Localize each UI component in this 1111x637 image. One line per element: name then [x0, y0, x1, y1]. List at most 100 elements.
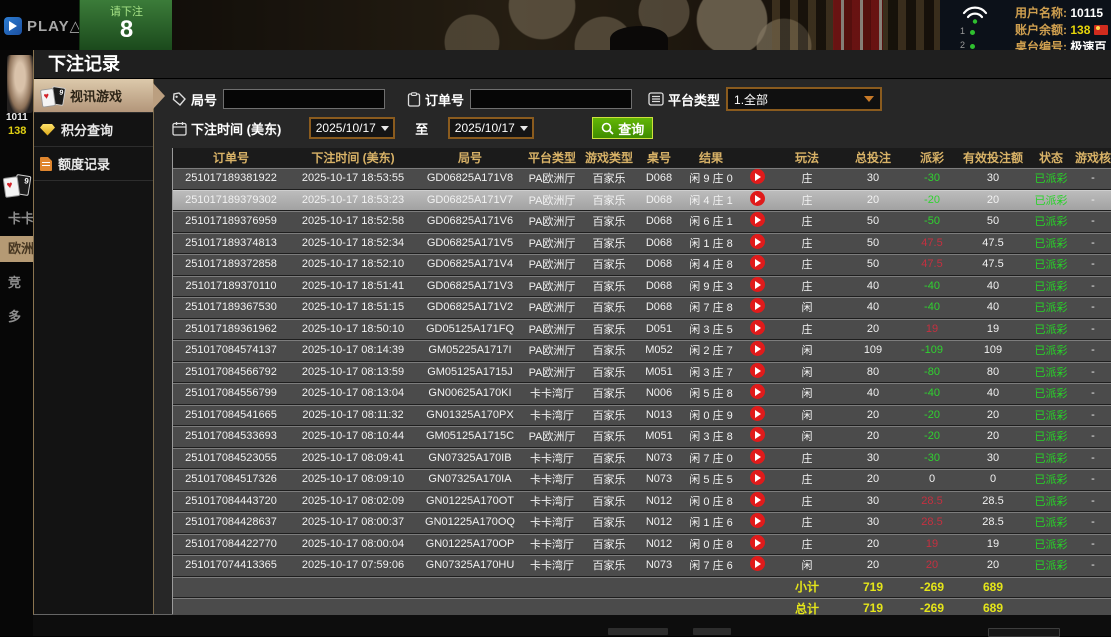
cell-platform: PA欧洲厅	[528, 323, 576, 336]
cell-round-id: GM05125A1715J	[427, 365, 513, 378]
sidebar-item-multi[interactable]: 多	[8, 309, 22, 324]
cell-table-no: D068	[645, 172, 673, 185]
cell-valid-bet: 40	[986, 301, 1000, 314]
table-row[interactable]: 251017084556799 2025-10-17 08:13:04 GN0062…	[173, 382, 1111, 404]
cell-bet-side: 庄	[801, 517, 813, 530]
cell-valid-bet: 30	[986, 172, 1000, 185]
table-id-row: 桌台编号: 极速百	[1015, 40, 1107, 50]
play-replay-button[interactable]	[741, 534, 773, 553]
cell-table-no: N006	[645, 387, 673, 400]
cell-audit: -	[1091, 430, 1095, 443]
cell-payout: -109	[920, 344, 944, 357]
table-row[interactable]: 251017189374813 2025-10-17 18:52:34 GD0682…	[173, 231, 1111, 253]
play-replay-button[interactable]	[741, 405, 773, 424]
play-replay-button[interactable]	[741, 341, 773, 359]
sidebar-item-europe-hall[interactable]: 欧洲	[0, 236, 33, 262]
cell-payout: -80	[924, 365, 940, 378]
table-row[interactable]: 251017084428637 2025-10-17 08:00:37 GN0122…	[173, 511, 1111, 533]
cell-order-id: 251017189370110	[185, 279, 277, 292]
play-icon	[749, 341, 765, 357]
play-replay-button[interactable]	[741, 491, 773, 510]
date-to-picker[interactable]: 2025/10/17	[448, 117, 535, 139]
table-row[interactable]: 251017189361962 2025-10-17 18:50:10 GD0512…	[173, 317, 1111, 339]
cell-payout: -20	[924, 193, 940, 206]
total-valid-bet: 689	[982, 601, 1004, 616]
clipboard-icon	[407, 91, 421, 107]
tab-quota-records[interactable]: 额度记录	[34, 147, 153, 181]
table-row[interactable]: 251017084422770 2025-10-17 08:00:04 GN0122…	[173, 532, 1111, 554]
sidebar-item-kaka-hall[interactable]: 卡卡	[8, 211, 33, 226]
play-replay-button[interactable]	[741, 513, 773, 531]
table-row[interactable]: 251017189370110 2025-10-17 18:51:41 GD0682…	[173, 274, 1111, 296]
table-row[interactable]: 251017084517326 2025-10-17 08:09:10 GN0732…	[173, 468, 1111, 490]
play-replay-button[interactable]	[741, 362, 773, 381]
table-row[interactable]: 251017084533693 2025-10-17 08:10:44 GM0512…	[173, 425, 1111, 447]
table-row[interactable]: 251017189379302 2025-10-17 18:53:23 GD0682…	[173, 188, 1111, 210]
cell-round-id: GN01325A170PX	[426, 408, 514, 421]
tab-video-games[interactable]: 视讯游戏	[34, 79, 165, 113]
cell-game-type: 百家乐	[592, 237, 626, 250]
table-row[interactable]: 251017084566792 2025-10-17 08:13:59 GM0512…	[173, 360, 1111, 382]
cell-round-id: GN01225A170OQ	[425, 516, 515, 529]
table-row[interactable]: 251017084443720 2025-10-17 08:02:09 GN0122…	[173, 489, 1111, 511]
play-icon	[749, 276, 765, 292]
cell-bet-side: 庄	[801, 216, 813, 229]
play-replay-button[interactable]	[741, 470, 773, 488]
cell-total-bet: 109	[863, 344, 883, 357]
query-button[interactable]: 查询	[592, 117, 654, 139]
cell-round-id: GD06825A171V2	[426, 301, 514, 314]
cell-table-no: N012	[645, 494, 673, 507]
col-bet-side: 玩法	[794, 151, 819, 165]
play-replay-button[interactable]	[741, 427, 773, 445]
play-replay-button[interactable]	[741, 298, 773, 316]
cell-result: 闲 3 庄 5	[689, 323, 733, 336]
cell-audit: -	[1091, 172, 1095, 185]
table-row[interactable]: 251017074413365 2025-10-17 07:59:06 GN0732…	[173, 554, 1111, 576]
cell-bet-side: 庄	[801, 194, 813, 207]
round-id-input[interactable]	[223, 89, 386, 109]
calendar-icon	[172, 121, 187, 136]
cell-result: 闲 2 庄 7	[689, 345, 733, 358]
avatar[interactable]	[7, 55, 33, 113]
date-from-picker[interactable]: 2025/10/17	[309, 117, 396, 139]
platform-type-select[interactable]: 1.全部	[726, 87, 883, 111]
cell-bet-side: 闲	[801, 388, 813, 401]
cell-bet-side: 庄	[801, 259, 813, 272]
sidebar-item-bid[interactable]: 竞	[8, 275, 22, 290]
play-replay-button[interactable]	[741, 190, 773, 209]
table-row[interactable]: 251017084523055 2025-10-17 08:09:41 GN0732…	[173, 446, 1111, 468]
tag-icon	[172, 91, 187, 107]
play-replay-button[interactable]	[741, 212, 773, 230]
tab-points-query[interactable]: 积分查询	[34, 113, 153, 147]
play-replay-button[interactable]	[741, 384, 773, 402]
cell-order-id: 251017189376959	[185, 215, 277, 228]
table-row[interactable]: 251017084574137 2025-10-17 08:14:39 GM0522…	[173, 339, 1111, 361]
play-replay-button[interactable]	[741, 448, 773, 467]
play-replay-button[interactable]	[741, 233, 773, 252]
play-replay-button[interactable]	[741, 556, 773, 574]
cell-valid-bet: 20	[986, 430, 1000, 443]
bet-records-modal: 下注记录 视讯游戏 积分查询 额度记录	[33, 50, 1111, 628]
play-replay-button[interactable]	[741, 169, 773, 187]
cell-bet-time: 2025-10-17 08:00:04	[301, 537, 405, 550]
bottom-pagination-remnant	[33, 615, 1111, 637]
play-icon	[749, 233, 765, 249]
play-replay-button[interactable]	[741, 276, 773, 295]
cell-bet-side: 庄	[801, 538, 813, 551]
table-row[interactable]: 251017189367530 2025-10-17 18:51:15 GD0682…	[173, 296, 1111, 318]
col-round-id: 局号	[457, 151, 482, 165]
cell-result: 闲 5 庄 5	[689, 474, 733, 487]
col-game-type: 游戏类型	[584, 151, 633, 165]
order-id-input[interactable]	[470, 89, 633, 109]
table-row[interactable]: 251017189372858 2025-10-17 18:52:10 GD0682…	[173, 253, 1111, 275]
cell-result: 闲 5 庄 8	[689, 388, 733, 401]
cell-bet-side: 闲	[801, 366, 813, 379]
play-replay-button[interactable]	[741, 255, 773, 273]
table-row[interactable]: 251017084541665 2025-10-17 08:11:32 GN0132…	[173, 403, 1111, 425]
table-row[interactable]: 251017189376959 2025-10-17 18:52:58 GD0682…	[173, 210, 1111, 232]
cell-bet-time: 2025-10-17 08:00:37	[301, 516, 405, 529]
cell-status: 已派彩	[1034, 474, 1068, 487]
cell-round-id: GN07325A170IB	[428, 451, 512, 464]
table-row[interactable]: 251017189381922 2025-10-17 18:53:55 GD0682…	[173, 167, 1111, 189]
play-replay-button[interactable]	[741, 319, 773, 338]
